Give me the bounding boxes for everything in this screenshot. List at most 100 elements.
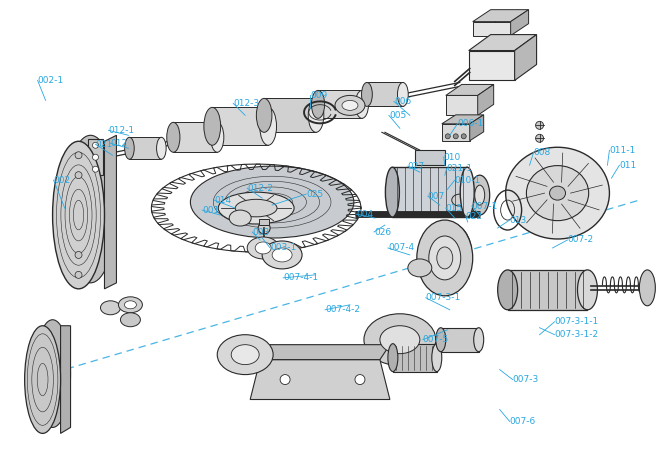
Ellipse shape [475, 185, 484, 205]
Text: 021: 021 [96, 140, 113, 149]
Text: 026: 026 [374, 227, 391, 236]
Text: 021-1: 021-1 [447, 164, 473, 173]
Polygon shape [442, 124, 470, 141]
Text: 007-3-1-1: 007-3-1-1 [555, 317, 599, 326]
Ellipse shape [64, 135, 117, 283]
Ellipse shape [431, 344, 442, 372]
Ellipse shape [35, 320, 70, 427]
Ellipse shape [100, 301, 121, 315]
Ellipse shape [260, 107, 277, 145]
Polygon shape [470, 115, 484, 141]
Text: 007-4-1: 007-4-1 [283, 273, 318, 282]
Polygon shape [367, 82, 403, 106]
Polygon shape [508, 270, 588, 310]
Circle shape [92, 166, 98, 172]
Ellipse shape [217, 335, 273, 374]
Ellipse shape [639, 270, 655, 306]
Polygon shape [442, 115, 484, 124]
Text: 006: 006 [394, 97, 411, 106]
Circle shape [453, 134, 458, 139]
Ellipse shape [204, 107, 220, 145]
Polygon shape [469, 51, 515, 80]
Ellipse shape [506, 147, 610, 239]
Circle shape [355, 374, 365, 385]
Text: 013: 013 [510, 216, 527, 225]
Text: 007-4: 007-4 [388, 243, 414, 252]
Circle shape [446, 134, 450, 139]
Ellipse shape [308, 98, 324, 132]
Ellipse shape [255, 242, 271, 254]
Text: 007-3-1-2: 007-3-1-2 [555, 330, 599, 339]
Polygon shape [212, 107, 268, 145]
Text: 007-4-2: 007-4-2 [325, 305, 360, 314]
Ellipse shape [436, 328, 446, 351]
Ellipse shape [527, 166, 589, 220]
Polygon shape [259, 219, 269, 225]
Polygon shape [260, 344, 390, 359]
Ellipse shape [452, 194, 468, 206]
Ellipse shape [362, 82, 373, 106]
Ellipse shape [388, 344, 398, 372]
Ellipse shape [428, 223, 472, 283]
Ellipse shape [498, 270, 518, 310]
Circle shape [258, 222, 270, 234]
Ellipse shape [235, 199, 277, 217]
Circle shape [92, 154, 98, 160]
Circle shape [75, 152, 82, 159]
Ellipse shape [157, 137, 166, 159]
Ellipse shape [247, 237, 279, 259]
Polygon shape [473, 22, 511, 36]
Polygon shape [88, 139, 103, 175]
Circle shape [535, 134, 543, 142]
Ellipse shape [342, 101, 358, 110]
Ellipse shape [210, 122, 224, 152]
Ellipse shape [408, 259, 431, 277]
Ellipse shape [167, 122, 180, 152]
Polygon shape [393, 344, 437, 372]
Ellipse shape [364, 314, 436, 366]
Ellipse shape [578, 270, 598, 310]
Text: 007: 007 [428, 191, 445, 201]
Polygon shape [318, 90, 362, 118]
Ellipse shape [190, 166, 354, 238]
Text: 005: 005 [389, 111, 406, 120]
Polygon shape [446, 95, 478, 115]
Text: 025: 025 [306, 190, 323, 198]
Polygon shape [469, 35, 537, 51]
Polygon shape [250, 359, 390, 400]
Ellipse shape [52, 141, 105, 289]
Text: 004: 004 [356, 210, 373, 219]
Ellipse shape [549, 186, 565, 200]
Text: 009: 009 [310, 91, 328, 100]
Text: 007-3: 007-3 [513, 375, 539, 384]
Text: 012-1: 012-1 [109, 126, 135, 135]
Text: 007-6: 007-6 [510, 417, 536, 426]
Polygon shape [515, 35, 537, 80]
Text: 011: 011 [619, 161, 636, 170]
Text: 014: 014 [214, 196, 231, 205]
Circle shape [75, 271, 82, 278]
Ellipse shape [229, 210, 251, 226]
Polygon shape [441, 328, 478, 351]
Ellipse shape [218, 192, 294, 224]
Text: 011-1: 011-1 [610, 146, 636, 155]
Text: 003: 003 [252, 227, 269, 236]
Text: 012-3: 012-3 [233, 99, 259, 108]
Ellipse shape [262, 241, 302, 269]
Ellipse shape [121, 313, 141, 327]
Ellipse shape [312, 90, 325, 118]
Text: 007-1: 007-1 [472, 202, 498, 211]
Text: 002: 002 [54, 176, 71, 185]
Ellipse shape [380, 326, 420, 354]
Ellipse shape [417, 220, 473, 296]
Polygon shape [511, 10, 529, 36]
Text: 007-5: 007-5 [423, 335, 449, 344]
Ellipse shape [474, 328, 484, 351]
Circle shape [75, 172, 82, 179]
Ellipse shape [470, 175, 490, 215]
Polygon shape [264, 98, 316, 132]
Text: 003-1: 003-1 [270, 243, 296, 252]
Text: 008: 008 [533, 148, 551, 157]
Polygon shape [60, 326, 70, 433]
Polygon shape [446, 84, 494, 95]
